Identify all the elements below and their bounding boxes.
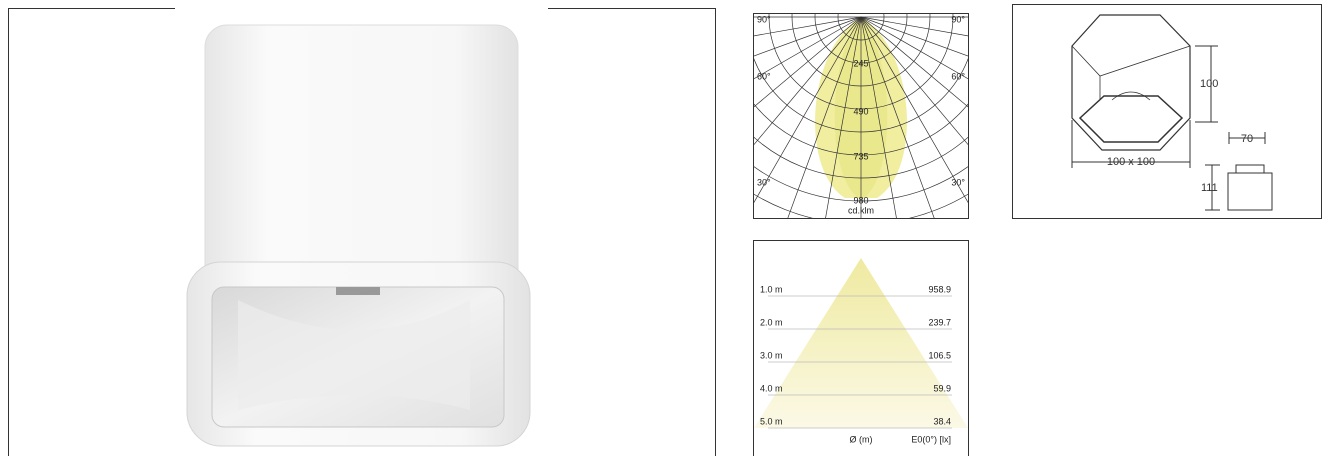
angle-label: 30°	[951, 177, 965, 187]
distance: 3.0 m	[760, 350, 783, 360]
grid-ray	[860, 16, 968, 57]
dim-label: 111	[1201, 182, 1218, 194]
grid-ray	[860, 16, 968, 146]
illuminance: 239.7	[928, 317, 951, 327]
led-module	[336, 287, 380, 295]
distance: 2.0 m	[760, 317, 783, 327]
reflector	[1111, 91, 1151, 101]
angle-label: 90°	[951, 14, 965, 24]
illuminance-rows: 1.0 m 958.9 2.0 m 239.7 3.0 m 106.5 4.0 m 59.9 5…	[760, 284, 952, 429]
product-image	[186, 24, 531, 447]
grid-ray	[860, 16, 968, 108]
grid-ray	[860, 16, 968, 80]
reflector	[238, 300, 470, 410]
ring-label: 245	[853, 58, 868, 68]
ring-label: 735	[853, 151, 868, 161]
distance: 5.0 m	[760, 416, 783, 426]
illuminance: 106.5	[928, 350, 951, 360]
illuminance: 59.9	[933, 383, 951, 393]
product-panel	[8, 8, 716, 456]
grid-ray	[754, 16, 862, 108]
lamp-body	[204, 24, 519, 296]
grid-ray	[860, 16, 897, 218]
distance: 1.0 m	[760, 284, 783, 294]
grid-ray	[825, 16, 862, 218]
grid-ray	[754, 16, 862, 146]
cube-outline	[1071, 14, 1191, 151]
grid-ray	[754, 16, 862, 80]
grid-ray	[860, 16, 968, 37]
dim-label: 70	[1241, 133, 1253, 145]
cube-opening	[1078, 95, 1184, 143]
grid-ray	[754, 16, 862, 57]
side-view-cap	[1235, 164, 1265, 174]
grid-ray	[787, 16, 862, 218]
dim-label: 100 x 100	[1107, 156, 1155, 168]
angle-label: 90°	[757, 14, 771, 24]
grid-ray	[754, 16, 862, 204]
angle-label: 60°	[757, 71, 771, 81]
grid-ray	[860, 16, 968, 204]
column-header: E0(0°) [lx]	[911, 434, 951, 444]
illuminance-panel: 1.0 m 958.9 2.0 m 239.7 3.0 m 106.5 4.0 m 59.9 5…	[753, 240, 969, 456]
column-header: Ø (m)	[850, 434, 873, 444]
illuminance: 958.9	[928, 284, 951, 294]
unit-label: cd.klm	[848, 205, 874, 215]
light-cone	[754, 258, 968, 428]
dimension-panel: 100 70 100 x 100 111	[1012, 4, 1322, 219]
angle-label: 60°	[951, 71, 965, 81]
angle-label: 30°	[757, 177, 771, 187]
cube-edge	[1071, 45, 1191, 100]
ring-label: 490	[853, 106, 868, 116]
polar-grid	[754, 14, 968, 218]
dim-label: 100	[1200, 78, 1218, 90]
grid-ray	[754, 16, 862, 37]
frame	[1012, 4, 1322, 219]
distance: 4.0 m	[760, 383, 783, 393]
grid-ray	[860, 16, 935, 218]
polar-panel: 90° 90° 60° 60° 30° 30° 245 490 735 980 …	[753, 13, 969, 219]
ring-label: 980	[853, 195, 868, 205]
illuminance: 38.4	[933, 416, 951, 426]
